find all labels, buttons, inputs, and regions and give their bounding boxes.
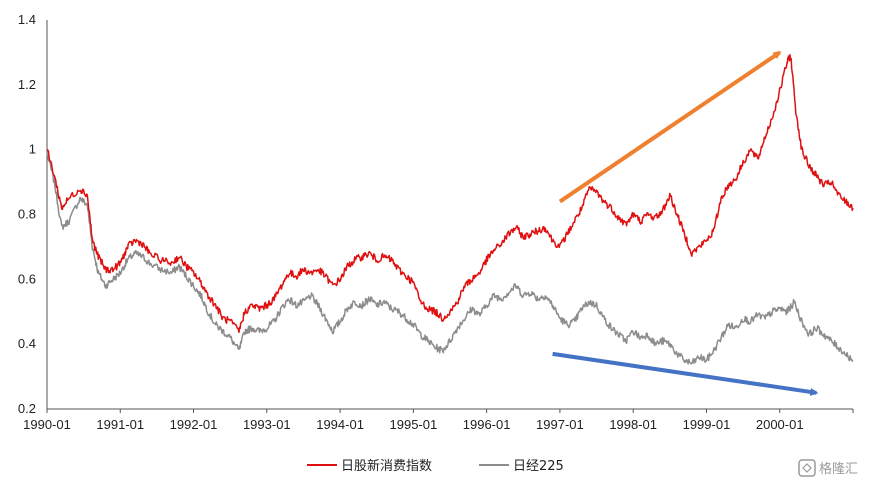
y-tick-label: 1.4 xyxy=(18,12,36,27)
y-tick-label: 1.2 xyxy=(18,77,36,92)
y-tick-label: 0.4 xyxy=(18,336,36,351)
up-trend-arrow xyxy=(558,50,782,204)
x-axis: 1990-01 1991-01 1992-01 1993-01 1994-01 1995-… xyxy=(23,408,854,432)
legend: 日股新消费指数 日经225 xyxy=(307,458,564,474)
x-tick-label: 1996-01 xyxy=(463,417,511,432)
x-tick-label: 1990-01 xyxy=(23,417,71,432)
y-axis: 0.2 0.4 0.6 0.8 1 1.2 1.4 xyxy=(18,12,48,416)
legend-label: 日股新消费指数 xyxy=(341,458,432,474)
y-tick-label: 0.6 xyxy=(18,271,36,286)
x-tick-label: 1998-01 xyxy=(609,417,657,432)
gelonghui-logo-icon xyxy=(798,459,816,477)
x-tick-labels: 1990-01 1991-01 1992-01 1993-01 1994-01 1995-… xyxy=(23,409,854,432)
y-tick-label: 1 xyxy=(29,142,36,157)
series-line-1 xyxy=(46,152,854,365)
series-layer xyxy=(46,53,854,365)
x-tick-label: 1997-01 xyxy=(536,417,584,432)
legend-label: 日经225 xyxy=(513,459,564,474)
x-tick-label: 1991-01 xyxy=(96,417,144,432)
watermark-text: 格隆汇 xyxy=(819,461,858,477)
series-line-0 xyxy=(46,53,854,334)
x-tick-label: 1999-01 xyxy=(683,417,731,432)
x-tick-label: 1994-01 xyxy=(316,417,364,432)
x-tick-label: 1992-01 xyxy=(170,417,218,432)
down-trend-arrow xyxy=(552,351,819,396)
y-tick-labels: 0.2 0.4 0.6 0.8 1 1.2 1.4 xyxy=(18,12,36,416)
y-tick-label: 0.2 xyxy=(18,401,36,416)
annotation-layer xyxy=(552,50,819,396)
watermark: 格隆汇 xyxy=(798,459,858,477)
x-tick-label: 1993-01 xyxy=(243,417,291,432)
x-tick-label: 1995-01 xyxy=(390,417,438,432)
y-tick-label: 0.8 xyxy=(18,207,36,222)
x-tick-label: 2000-01 xyxy=(756,417,804,432)
